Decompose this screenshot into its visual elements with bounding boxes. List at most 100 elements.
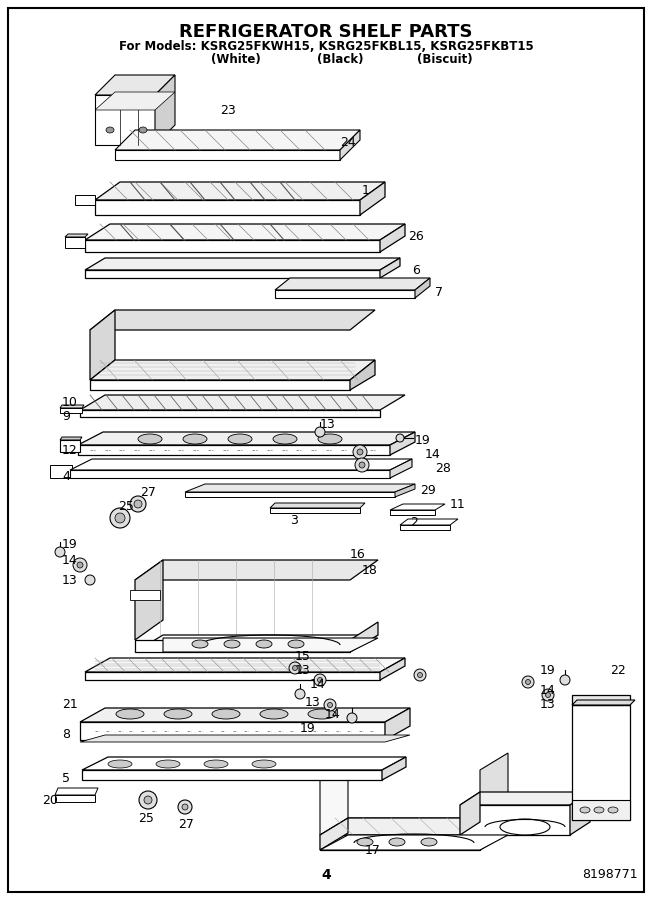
Text: 19: 19 bbox=[540, 663, 556, 677]
Polygon shape bbox=[60, 408, 82, 413]
Circle shape bbox=[542, 689, 554, 701]
Circle shape bbox=[522, 676, 534, 688]
Polygon shape bbox=[320, 818, 508, 835]
Polygon shape bbox=[70, 459, 412, 470]
Polygon shape bbox=[163, 638, 378, 652]
Polygon shape bbox=[320, 818, 348, 850]
Circle shape bbox=[295, 689, 305, 699]
Polygon shape bbox=[270, 508, 360, 513]
Polygon shape bbox=[85, 258, 400, 270]
Circle shape bbox=[355, 458, 369, 472]
Text: 25: 25 bbox=[118, 500, 134, 514]
Polygon shape bbox=[135, 635, 378, 652]
Text: 14: 14 bbox=[310, 679, 326, 691]
Polygon shape bbox=[390, 459, 412, 478]
Text: 13: 13 bbox=[305, 697, 321, 709]
Text: (Biscuit): (Biscuit) bbox=[417, 53, 473, 67]
Polygon shape bbox=[460, 805, 570, 835]
Polygon shape bbox=[60, 437, 82, 440]
Ellipse shape bbox=[288, 640, 304, 648]
Text: 13: 13 bbox=[295, 663, 311, 677]
Text: 24: 24 bbox=[340, 136, 356, 149]
Ellipse shape bbox=[106, 127, 114, 133]
Text: 16: 16 bbox=[350, 548, 366, 562]
Circle shape bbox=[417, 672, 422, 678]
Polygon shape bbox=[55, 788, 98, 795]
Polygon shape bbox=[380, 258, 400, 278]
Polygon shape bbox=[460, 792, 590, 805]
Text: 19: 19 bbox=[415, 434, 431, 446]
Text: 12: 12 bbox=[62, 444, 78, 456]
Polygon shape bbox=[95, 95, 155, 145]
Polygon shape bbox=[390, 504, 445, 510]
Polygon shape bbox=[65, 234, 88, 237]
Ellipse shape bbox=[580, 807, 590, 813]
Polygon shape bbox=[85, 672, 380, 680]
Polygon shape bbox=[480, 753, 508, 835]
Polygon shape bbox=[385, 708, 410, 740]
Polygon shape bbox=[82, 770, 382, 780]
Text: 2: 2 bbox=[410, 517, 418, 529]
Polygon shape bbox=[90, 360, 375, 380]
Circle shape bbox=[130, 496, 146, 512]
Polygon shape bbox=[390, 510, 435, 515]
Circle shape bbox=[347, 713, 357, 723]
Polygon shape bbox=[572, 705, 630, 820]
Polygon shape bbox=[320, 835, 480, 850]
Polygon shape bbox=[75, 195, 95, 205]
Text: 6: 6 bbox=[412, 264, 420, 276]
Ellipse shape bbox=[204, 760, 228, 768]
Polygon shape bbox=[400, 519, 458, 525]
Polygon shape bbox=[185, 484, 415, 492]
Text: 21: 21 bbox=[62, 698, 78, 712]
Circle shape bbox=[318, 678, 323, 682]
Ellipse shape bbox=[228, 434, 252, 444]
Polygon shape bbox=[185, 492, 395, 497]
Polygon shape bbox=[572, 800, 630, 820]
Ellipse shape bbox=[116, 709, 144, 719]
Polygon shape bbox=[275, 278, 430, 290]
Text: 3: 3 bbox=[290, 514, 298, 526]
Circle shape bbox=[414, 669, 426, 681]
Text: 18: 18 bbox=[362, 563, 378, 577]
Ellipse shape bbox=[260, 709, 288, 719]
Polygon shape bbox=[85, 240, 380, 252]
Text: (Black): (Black) bbox=[317, 53, 363, 67]
Text: 17: 17 bbox=[365, 843, 381, 857]
Circle shape bbox=[115, 513, 125, 523]
Circle shape bbox=[359, 462, 365, 468]
Text: 4: 4 bbox=[321, 868, 331, 882]
Text: 19: 19 bbox=[62, 538, 78, 552]
Polygon shape bbox=[135, 560, 163, 640]
Circle shape bbox=[134, 500, 142, 508]
Text: 10: 10 bbox=[62, 397, 78, 410]
Text: 22: 22 bbox=[610, 663, 626, 677]
Ellipse shape bbox=[594, 807, 604, 813]
Ellipse shape bbox=[156, 760, 180, 768]
Polygon shape bbox=[50, 465, 72, 478]
Circle shape bbox=[327, 703, 333, 707]
Circle shape bbox=[139, 791, 157, 809]
Circle shape bbox=[324, 699, 336, 711]
Polygon shape bbox=[350, 360, 375, 390]
Polygon shape bbox=[80, 722, 385, 740]
Ellipse shape bbox=[108, 760, 132, 768]
Polygon shape bbox=[380, 224, 405, 252]
Circle shape bbox=[353, 445, 367, 459]
Polygon shape bbox=[80, 410, 380, 417]
Polygon shape bbox=[95, 182, 385, 200]
Ellipse shape bbox=[608, 807, 618, 813]
Text: 13: 13 bbox=[62, 573, 78, 587]
Ellipse shape bbox=[308, 709, 336, 719]
Polygon shape bbox=[55, 795, 95, 802]
Text: 28: 28 bbox=[435, 462, 451, 474]
Text: 9: 9 bbox=[62, 410, 70, 424]
Text: 1: 1 bbox=[362, 184, 370, 196]
Polygon shape bbox=[78, 445, 390, 455]
Text: 15: 15 bbox=[295, 651, 311, 663]
Polygon shape bbox=[400, 525, 450, 530]
Circle shape bbox=[144, 796, 152, 804]
Polygon shape bbox=[380, 658, 405, 680]
Ellipse shape bbox=[138, 434, 162, 444]
Ellipse shape bbox=[139, 127, 147, 133]
